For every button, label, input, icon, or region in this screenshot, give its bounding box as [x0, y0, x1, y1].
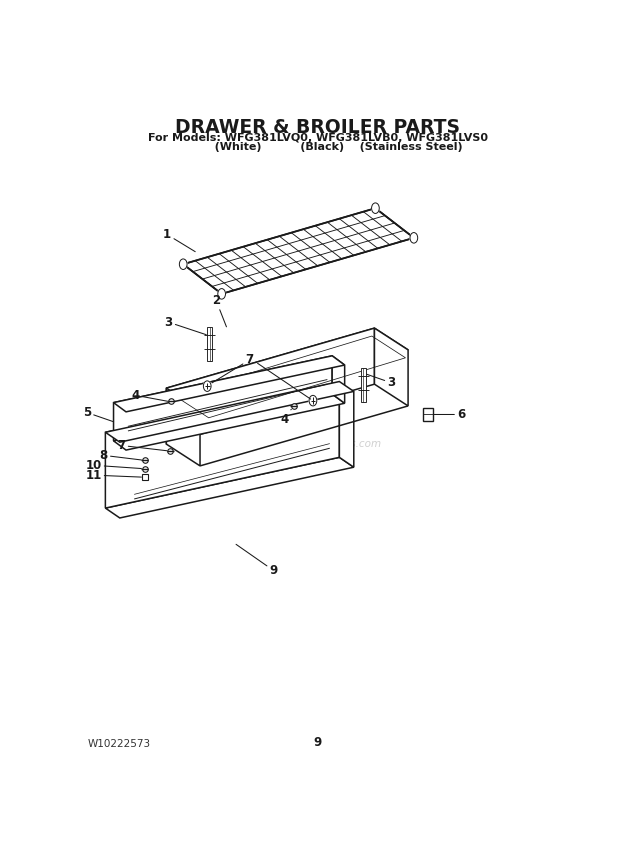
Text: 3: 3 [164, 316, 206, 335]
Text: 9: 9 [236, 544, 278, 577]
Circle shape [309, 395, 317, 406]
Polygon shape [105, 382, 354, 443]
Text: 11: 11 [86, 468, 141, 482]
Polygon shape [423, 408, 433, 421]
Text: eReplacementParts.com: eReplacementParts.com [254, 439, 381, 449]
Polygon shape [105, 382, 339, 508]
Text: 1: 1 [163, 228, 195, 252]
Text: For Models: WFG381LVQ0, WFG381LVB0, WFG381LVS0: For Models: WFG381LVQ0, WFG381LVB0, WFG3… [148, 133, 488, 143]
Polygon shape [339, 382, 354, 467]
Polygon shape [361, 368, 366, 402]
Polygon shape [166, 328, 408, 410]
Polygon shape [374, 328, 408, 406]
Circle shape [203, 381, 211, 391]
Text: 5: 5 [82, 406, 113, 422]
Circle shape [218, 288, 226, 299]
Text: 7: 7 [117, 439, 167, 452]
Circle shape [371, 203, 379, 213]
Circle shape [410, 233, 418, 243]
Circle shape [179, 259, 187, 270]
Polygon shape [113, 356, 345, 412]
Polygon shape [113, 356, 332, 441]
Text: W10222573: W10222573 [88, 739, 151, 749]
Text: 8: 8 [100, 449, 141, 462]
Text: 10: 10 [86, 459, 141, 472]
Text: (White)          (Black)    (Stainless Steel): (White) (Black) (Stainless Steel) [172, 142, 463, 152]
Text: 3: 3 [367, 374, 396, 389]
Polygon shape [166, 388, 200, 466]
Polygon shape [332, 356, 345, 403]
Text: 9: 9 [314, 735, 322, 749]
Polygon shape [184, 208, 414, 294]
Text: 7: 7 [212, 354, 254, 383]
Text: 2: 2 [212, 294, 226, 327]
Text: 4: 4 [131, 389, 168, 401]
Text: 6: 6 [434, 408, 466, 421]
Polygon shape [105, 457, 354, 518]
Polygon shape [113, 394, 345, 450]
Text: 4: 4 [280, 409, 291, 425]
Text: DRAWER & BROILER PARTS: DRAWER & BROILER PARTS [175, 117, 460, 137]
Polygon shape [207, 327, 212, 361]
Polygon shape [166, 328, 374, 444]
